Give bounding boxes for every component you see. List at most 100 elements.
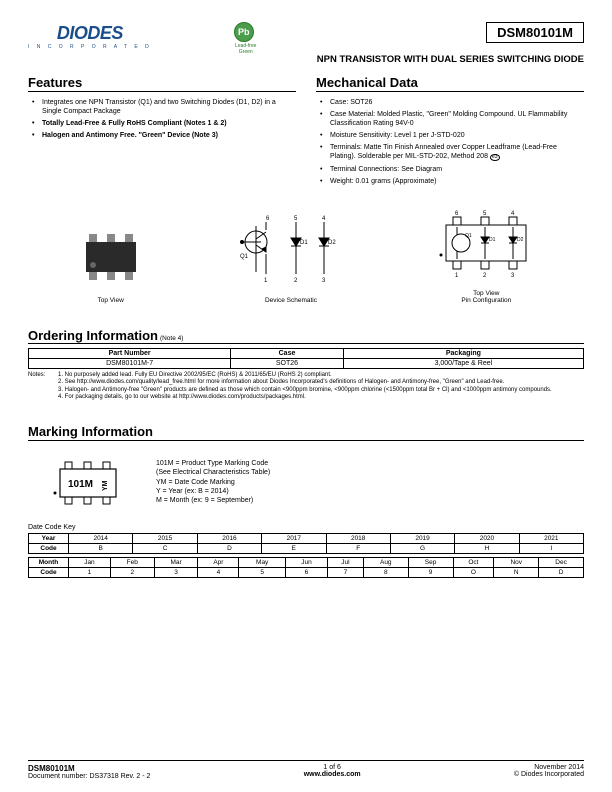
table-row: Year 20142015201620172018201920202021 — [29, 533, 584, 543]
e3-icon: e3 — [490, 154, 500, 161]
mechanical-column: Mechanical Data Case: SOT26 Case Materia… — [316, 75, 584, 189]
page-footer: DSM80101M Document number: DS37318 Rev. … — [28, 760, 584, 780]
footer-copyright: © Diodes Incorporated — [514, 771, 584, 778]
features-list: Integrates one NPN Transistor (Q1) and t… — [28, 98, 296, 140]
footer-doc: Document number: DS37318 Rev. 2 - 2 — [28, 773, 150, 780]
divider — [28, 343, 584, 344]
schematic-icon: 654 123 Q1 D1 D2 — [236, 214, 346, 289]
marking-row: 101M YM 101M = Product Type Marking Code… — [48, 455, 584, 510]
datecode-label: Date Code Key — [28, 524, 584, 531]
logo-block: DIODES I N C O R P O R A T E D Pb Lead-f… — [28, 22, 258, 50]
svg-text:3: 3 — [511, 273, 515, 279]
page-header: DIODES I N C O R P O R A T E D Pb Lead-f… — [28, 22, 584, 50]
features-title: Features — [28, 75, 296, 92]
marking-section: Marking Information 101M YM 101M = Produ… — [28, 424, 584, 578]
table-row: Code BCDEFGHI — [29, 543, 584, 553]
svg-text:1: 1 — [455, 273, 459, 279]
pinconfig-icon: 6 5 4 1 2 3 Q1 D1 D2 — [431, 207, 541, 282]
title-block: DSM80101M — [486, 22, 584, 43]
month-table: Month JanFebMarAprMayJunJulAugSepOctNovD… — [28, 557, 584, 578]
mech-item: Weight: 0.01 grams (Approximate) — [316, 177, 584, 186]
feature-item: Totally Lead-Free & Fully RoHS Compliant… — [28, 119, 296, 128]
ordering-section: Ordering Information (Note 4) Part Numbe… — [28, 328, 584, 402]
row-header: Year — [29, 533, 69, 543]
footer-left: DSM80101M Document number: DS37318 Rev. … — [28, 764, 150, 780]
mech-item: Case Material: Molded Plastic, "Green" M… — [316, 110, 584, 128]
note-text: 1. No purposely added lead. Fully EU Dir… — [58, 372, 332, 380]
svg-text:Q1: Q1 — [465, 233, 472, 239]
diagram-caption: Device Schematic — [236, 297, 346, 304]
marking-line: YM = Date Code Marking — [156, 478, 270, 487]
note-text: 4. For packaging details, go to our webs… — [58, 394, 306, 402]
note-text: 2. See http://www.diodes.com/quality/lea… — [58, 379, 504, 387]
row-header: Code — [29, 567, 69, 577]
svg-text:D2: D2 — [328, 240, 336, 246]
pin-config-diagram: 6 5 4 1 2 3 Q1 D1 D2 Top View Pin Configurat… — [431, 207, 541, 304]
table-row: Part Number Case Packaging — [29, 348, 584, 358]
svg-text:6: 6 — [266, 216, 270, 222]
svg-text:5: 5 — [483, 211, 487, 217]
mechanical-list: Case: SOT26 Case Material: Molded Plasti… — [316, 98, 584, 186]
col-header: Part Number — [29, 348, 231, 358]
feature-item: Integrates one NPN Transistor (Q1) and t… — [28, 98, 296, 116]
ordering-note-inline: (Note 4) — [160, 335, 183, 342]
marking-line: 101M = Product Type Marking Code — [156, 459, 270, 468]
marking-title: Marking Information — [28, 424, 584, 441]
svg-text:6: 6 — [455, 211, 459, 217]
svg-text:2: 2 — [483, 273, 487, 279]
row-header: Month — [29, 557, 69, 567]
svg-text:D1: D1 — [300, 240, 308, 246]
ordering-table: Part Number Case Packaging DSM80101M-7 S… — [28, 348, 584, 369]
ordering-title: Ordering Information — [28, 328, 158, 343]
pb-label: Lead-free Green — [234, 43, 258, 55]
diagram-caption: Top View — [71, 297, 151, 304]
note-text: 3. Halogen- and Antimony-free "Green" pr… — [58, 387, 552, 395]
svg-text:Q1: Q1 — [240, 254, 249, 260]
table-cell: DSM80101M-7 — [29, 358, 231, 368]
schematic-diagram: 654 123 Q1 D1 D2 Device Schematic — [236, 214, 346, 304]
diagram-caption: Top View Pin Configuration — [431, 290, 541, 304]
footer-date: November 2014 — [514, 764, 584, 771]
footer-right: November 2014 © Diodes Incorporated — [514, 764, 584, 780]
leadfree-badge: Pb Lead-free Green — [234, 22, 258, 50]
mech-item: Terminal Connections: See Diagram — [316, 165, 584, 174]
svg-text:D1: D1 — [489, 237, 496, 243]
svg-text:101M: 101M — [68, 479, 93, 490]
row-header: Code — [29, 543, 69, 553]
svg-text:D2: D2 — [517, 237, 524, 243]
footer-url: www.diodes.com — [304, 771, 361, 778]
svg-text:5: 5 — [294, 216, 298, 222]
svg-text:4: 4 — [511, 211, 515, 217]
logo-subtext: I N C O R P O R A T E D — [28, 44, 152, 50]
notes-label: Notes: — [28, 372, 58, 380]
col-header: Packaging — [343, 348, 583, 358]
table-cell: 3,000/Tape & Reel — [343, 358, 583, 368]
part-number-box: DSM80101M — [486, 22, 584, 43]
mechanical-title: Mechanical Data — [316, 75, 584, 92]
footer-page: 1 of 6 — [304, 764, 361, 771]
page-subtitle: NPN TRANSISTOR WITH DUAL SERIES SWITCHIN… — [28, 54, 584, 65]
logo-text: DIODES — [57, 23, 123, 44]
table-cell: SOT26 — [231, 358, 343, 368]
marking-line: M = Month (ex: 9 = September) — [156, 496, 270, 505]
svg-text:3: 3 — [322, 278, 326, 284]
top-view-diagram: Top View — [71, 224, 151, 304]
year-table: Year 20142015201620172018201920202021 Co… — [28, 533, 584, 554]
svg-text:1: 1 — [264, 278, 268, 284]
mech-item: Case: SOT26 — [316, 98, 584, 107]
footer-part: DSM80101M — [28, 764, 150, 773]
diagram-row: Top View 6 5 4 1 2 3 Q1 D1 D2 Device Schemat… — [28, 207, 584, 304]
mech-item: Terminals: Matte Tin Finish Annealed ove… — [316, 143, 584, 161]
feature-item: Halogen and Antimony Free. "Green" Devic… — [28, 131, 296, 140]
footer-center: 1 of 6 www.diodes.com — [304, 764, 361, 780]
marking-chip-icon: 101M YM — [48, 455, 128, 510]
marking-line: Y = Year (ex: B = 2014) — [156, 487, 270, 496]
mech-item: Moisture Sensitivity: Level 1 per J-STD-… — [316, 131, 584, 140]
col-header: Case — [231, 348, 343, 358]
diodes-logo: DIODES I N C O R P O R A T E D — [28, 23, 152, 50]
features-column: Features Integrates one NPN Transistor (… — [28, 75, 296, 189]
top-columns: Features Integrates one NPN Transistor (… — [28, 75, 584, 189]
table-row: Month JanFebMarAprMayJunJulAugSepOctNovD… — [29, 557, 584, 567]
table-row: Code 123456789OND — [29, 567, 584, 577]
marking-legend: 101M = Product Type Marking Code (See El… — [156, 459, 270, 506]
